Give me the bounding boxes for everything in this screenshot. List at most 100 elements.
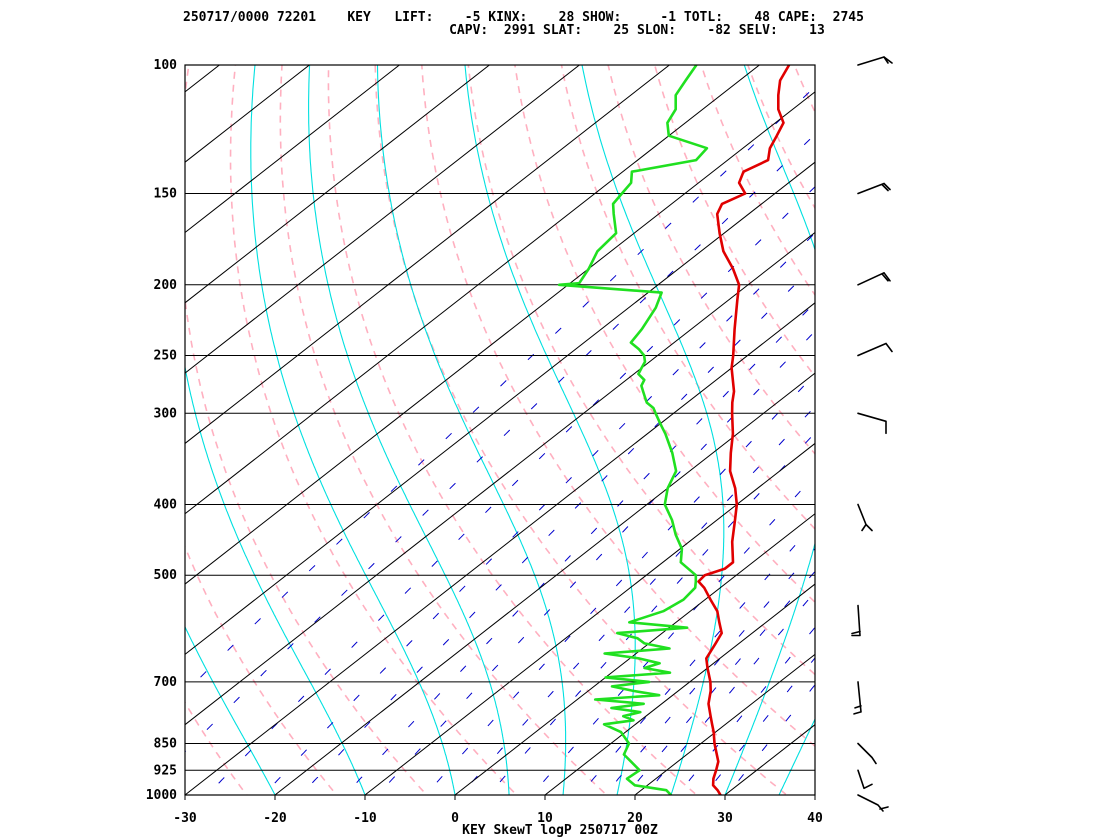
wind-barb-glyph — [857, 503, 873, 532]
mixing-ratio-line — [579, 521, 815, 795]
wind-barb — [857, 503, 873, 532]
dry-adiabat — [607, 65, 815, 456]
mixing-ratio-line — [377, 330, 815, 795]
isotherm-line — [185, 65, 221, 93]
isotherm-line — [724, 724, 815, 795]
dry-adiabat — [972, 49, 1120, 811]
wind-barb — [851, 604, 861, 637]
wind-barb-glyph — [857, 412, 887, 435]
dewpoint-profile — [557, 65, 709, 795]
temperature-tick-label: 20 — [627, 811, 643, 826]
pressure-tick-label: 300 — [154, 406, 178, 421]
header-line-1: 250717/0000 72201 KEY LIFT: -5 KINX: 28 … — [183, 10, 864, 25]
moist-adiabat — [185, 364, 366, 795]
dry-adiabat — [229, 65, 518, 795]
wind-barb-glyph — [857, 794, 889, 812]
temperature-tick-label: -30 — [173, 811, 197, 826]
mixing-ratio-line — [726, 684, 815, 795]
footer-title: KEY SkewT logP 250717 00Z — [462, 823, 658, 838]
wind-barb — [857, 742, 877, 765]
dry-adiabat — [1018, 49, 1120, 811]
plot-frame — [184, 64, 816, 796]
moist-adiabat — [724, 65, 815, 795]
isobars — [185, 64, 815, 796]
mixing-ratio-line — [185, 86, 815, 694]
isotherm-line — [0, 49, 60, 811]
wind-barb — [857, 342, 893, 357]
wind-barb — [857, 794, 889, 812]
mixing-ratio-line — [625, 570, 815, 795]
pressure-tick-label: 925 — [154, 763, 177, 778]
wind-barb-glyph — [853, 681, 862, 715]
moist-adiabat — [308, 65, 510, 795]
wind-barb-glyph — [857, 342, 893, 357]
wind-barb — [853, 681, 862, 715]
isotherm-line — [274, 372, 815, 795]
mixing-ratio-line — [185, 133, 815, 753]
pressure-tick-label: 400 — [154, 498, 178, 513]
isotherm-line — [634, 653, 815, 795]
dry-adiabat — [1064, 49, 1120, 811]
wind-barb — [857, 56, 893, 66]
dry-adiabat — [1110, 49, 1120, 811]
isotherm-line — [185, 161, 815, 656]
moist-adiabat — [778, 717, 815, 795]
mixing-ratio-line — [604, 547, 815, 795]
isotherm-line — [185, 231, 815, 726]
isotherm-line — [364, 442, 815, 795]
isotherm-line — [814, 794, 815, 795]
mixing-ratio-line — [703, 657, 815, 795]
wind-barb-glyph — [857, 742, 877, 765]
isotherm-line — [185, 65, 581, 374]
pressure-tick-label: 500 — [154, 568, 178, 583]
moist-adiabat — [376, 65, 567, 795]
wind-barb — [857, 412, 887, 435]
temperature-tick-labels: -30 -20 -10 0 10 20 30 40 — [173, 795, 823, 826]
mixing-ratio-line — [344, 301, 815, 795]
dry-adiabat — [327, 65, 698, 795]
isotherm-line — [185, 91, 815, 585]
dry-adiabat — [514, 65, 815, 604]
wind-barb-glyph — [857, 271, 891, 286]
temperature-tick-label: 40 — [807, 811, 823, 826]
isotherm-line — [185, 65, 311, 163]
plot-border — [184, 64, 816, 796]
dry-adiabats — [185, 49, 1120, 811]
dry-adiabat — [185, 65, 428, 795]
wind-barb-glyph — [857, 769, 873, 790]
pressure-tick-label: 850 — [154, 736, 178, 751]
moist-adiabat — [185, 625, 276, 795]
header-line-2: CAPV: 2991 SLAT: 25 SLON: -82 SELV: 13 — [183, 23, 825, 38]
wind-barb-glyph — [857, 56, 893, 66]
dry-adiabat — [793, 65, 815, 114]
dry-adiabat — [467, 65, 815, 676]
mixing-ratio-line — [424, 373, 815, 795]
mixing-ratio-line — [206, 186, 815, 795]
dry-adiabat — [420, 65, 815, 748]
mixing-ratio-line — [487, 432, 815, 795]
wind-barb — [857, 769, 873, 790]
temperature-tick-label: -20 — [263, 811, 287, 826]
temperature-profile — [697, 65, 791, 795]
dry-adiabat — [653, 65, 815, 378]
isotherm-line — [0, 49, 150, 811]
isotherm-line — [185, 65, 761, 515]
dry-adiabat — [926, 49, 1120, 811]
wind-barb-glyph — [851, 604, 861, 637]
moist-adiabat — [250, 65, 456, 795]
mixing-ratio-line — [459, 405, 815, 795]
dry-adiabat — [880, 49, 1120, 811]
isotherm-line — [185, 65, 671, 445]
pressure-tick-label: 200 — [154, 278, 178, 293]
temperature-tick-label: 10 — [537, 811, 553, 826]
isotherm-line — [454, 513, 815, 795]
temperature-tick-label: 0 — [451, 811, 459, 826]
moist-adiabat — [581, 65, 725, 795]
temperature-tick-label: -10 — [353, 811, 377, 826]
dry-adiabat — [185, 544, 338, 795]
sounding-profiles — [557, 65, 791, 795]
wind-barb — [857, 271, 891, 286]
wind-barb — [857, 182, 891, 195]
